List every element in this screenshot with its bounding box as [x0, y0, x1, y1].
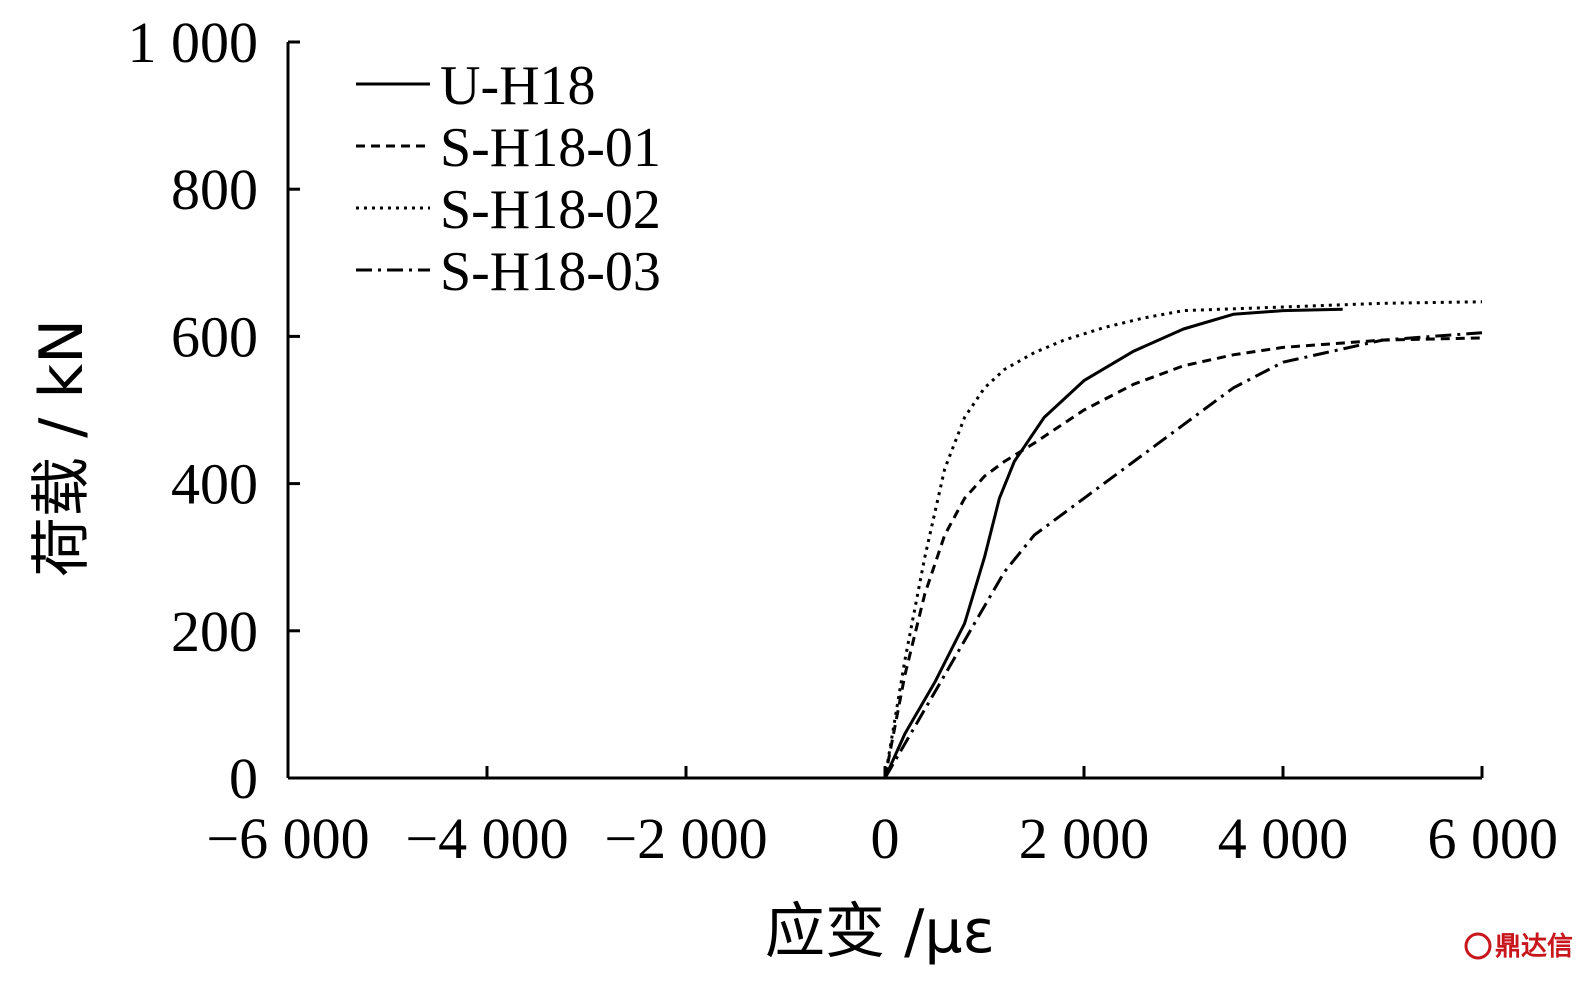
y-tick-label: 400: [171, 452, 258, 517]
series-line-u-h18: [883, 307, 1343, 779]
x-tick-label: 6 000: [1428, 806, 1559, 871]
watermark: 鼎达信: [1464, 932, 1573, 962]
y-ticks: 0 200 400 600 800 1 000: [128, 10, 300, 811]
watermark-logo-icon: [1464, 932, 1492, 960]
x-tick-label: −4 000: [405, 806, 568, 871]
series-lines: [883, 300, 1483, 779]
y-tick-label: 600: [171, 304, 258, 369]
y-tick-label: 200: [171, 599, 258, 664]
x-axis-title: 应变 /με: [765, 897, 995, 967]
watermark-text: 鼎达信: [1495, 932, 1573, 962]
x-ticks: −6 000 −4 000 −2 000 0 2 000 4 000 6 000: [206, 766, 1558, 871]
series-line-s-h18-03: [883, 331, 1483, 779]
x-tick-label: 0: [871, 806, 900, 871]
y-tick-label: 1 000: [128, 10, 259, 75]
x-tick-label: 4 000: [1218, 806, 1349, 871]
x-tick-label: −6 000: [206, 806, 369, 871]
y-tick-label: 0: [229, 746, 258, 811]
x-tick-label: 2 000: [1019, 806, 1150, 871]
legend-label: S-H18-03: [440, 241, 661, 303]
y-axis-title: 荷载 / kN: [27, 319, 97, 577]
legend-label: S-H18-01: [440, 117, 661, 179]
plot-area: 0 200 400 600 800 1 000 −6 000 −4 000 −2 000 0 2 …: [128, 10, 1559, 871]
legend-label: U-H18: [440, 55, 596, 117]
x-tick-label: −2 000: [604, 806, 767, 871]
y-tick-label: 800: [171, 157, 258, 222]
legend-label: S-H18-02: [440, 179, 661, 241]
series-line-s-h18-02: [883, 300, 1483, 779]
series-line-s-h18-01: [883, 336, 1483, 779]
